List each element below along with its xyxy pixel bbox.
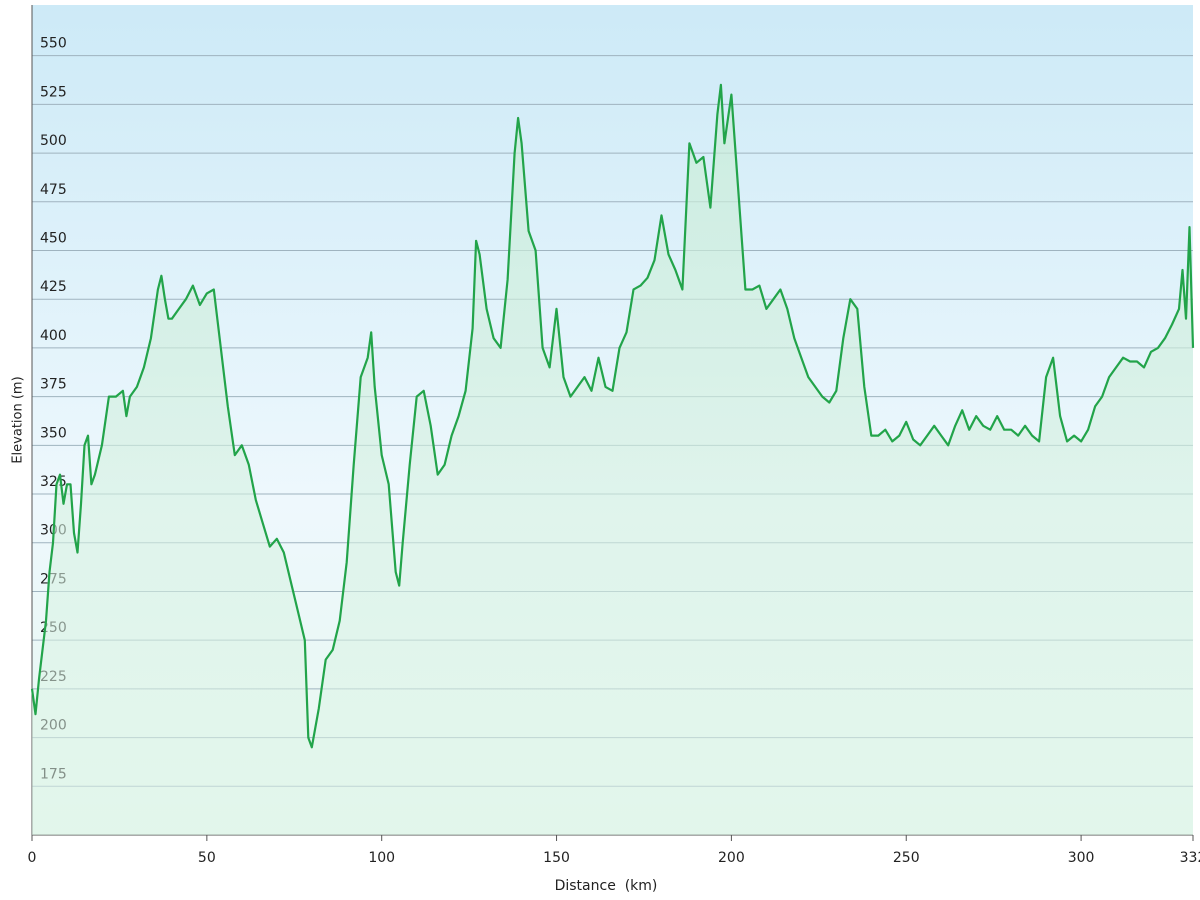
- y-tick-label: 525: [40, 84, 67, 100]
- y-tick-label: 350: [40, 425, 67, 441]
- y-tick-label: 475: [40, 182, 67, 198]
- x-tick-label: 250: [893, 850, 920, 866]
- y-tick-label: 375: [40, 377, 67, 393]
- x-tick-label: 100: [368, 850, 395, 866]
- x-tick-label: 200: [718, 850, 745, 866]
- x-tick-label: 332: [1180, 850, 1200, 866]
- x-axis-label: Distance (km): [555, 878, 658, 894]
- x-tick-label: 50: [198, 850, 216, 866]
- y-tick-label: 325: [40, 474, 67, 490]
- x-tick-label: 300: [1068, 850, 1095, 866]
- elevation-area: [32, 84, 1193, 835]
- x-tick-label: 150: [543, 850, 570, 866]
- y-tick-label: 550: [40, 36, 67, 52]
- y-axis-label: Elevation (m): [11, 376, 26, 463]
- y-tick-label: 400: [40, 328, 67, 344]
- y-tick-label: 450: [40, 230, 67, 246]
- elevation-line: [30, 83, 1195, 749]
- y-tick-label: 425: [40, 279, 67, 295]
- y-tick-label: 500: [40, 133, 67, 149]
- x-tick-label: 0: [28, 850, 37, 866]
